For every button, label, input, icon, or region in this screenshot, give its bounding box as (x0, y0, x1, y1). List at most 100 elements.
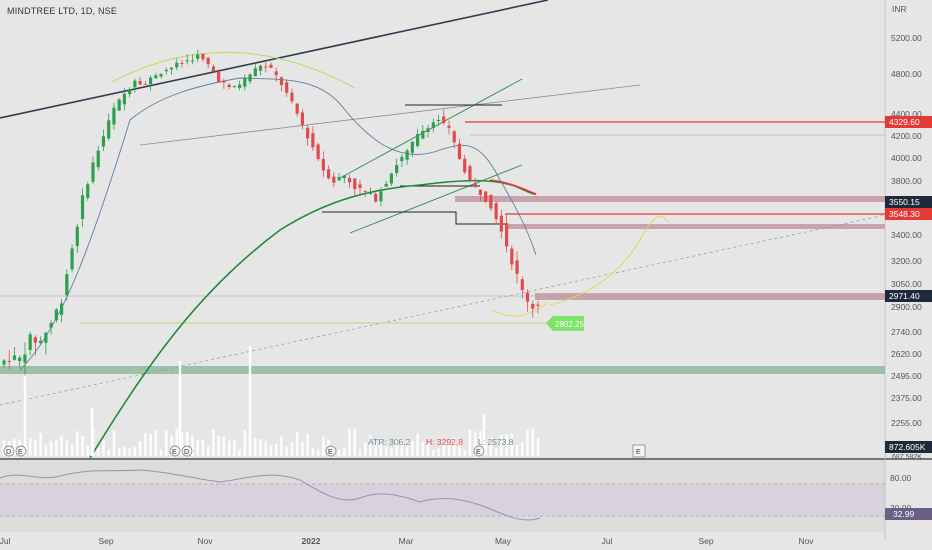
volume-bar (128, 448, 131, 456)
candle-body (122, 93, 127, 105)
candle-body (96, 150, 100, 168)
future-earnings-marker[interactable] (632, 444, 646, 458)
time-tick: 2022 (302, 536, 321, 546)
channel-lower (349, 164, 523, 234)
candle-body (101, 136, 106, 147)
dividend-marker[interactable] (3, 445, 15, 457)
candle-body (321, 159, 325, 171)
volume-bar (159, 449, 163, 456)
volume-bar (526, 429, 529, 456)
volume-tag-2: 687.582K (892, 454, 922, 461)
candle-body (395, 165, 399, 173)
candle-body (49, 322, 53, 328)
volume-bar (500, 434, 503, 456)
bottom-arc (491, 301, 549, 317)
price-tick: 5200.00 (891, 33, 922, 43)
rounded-top-arc (111, 51, 356, 89)
dividend-marker-2[interactable] (181, 445, 193, 457)
candle-body (180, 62, 184, 64)
price-axis[interactable]: 5200.00 4800.00 4400.00 4200.00 4000.00 3800.… (891, 33, 922, 428)
price-tick: 2620.00 (891, 349, 922, 359)
candle-body (436, 119, 441, 121)
candle-body (175, 62, 179, 68)
price-tick: 2900.00 (891, 302, 922, 312)
earnings-marker-2[interactable] (169, 445, 181, 457)
candle-body (358, 184, 362, 188)
volume-bar (342, 447, 346, 456)
candle-body (28, 334, 32, 351)
candle-body (33, 337, 38, 343)
time-tick: Mar (399, 536, 414, 546)
candle-body (12, 355, 17, 360)
channel-upper (339, 78, 523, 179)
volume-bar (369, 435, 372, 456)
candle-body (295, 103, 299, 114)
candle-body (463, 158, 467, 173)
candle-body (384, 183, 388, 187)
resistance-zone-1 (455, 196, 885, 202)
volume-bar (431, 449, 435, 456)
volume-bar (175, 428, 179, 456)
candle-body (206, 57, 210, 65)
atr-stat: ATR: 306.2 (368, 437, 411, 447)
volume-spike (482, 414, 486, 456)
candle-body (107, 120, 111, 139)
rsi-value: 32.99 (893, 509, 915, 519)
volume-bar (411, 440, 414, 456)
candle-body (504, 223, 509, 247)
price-tag-4329: 4329.60 (889, 117, 920, 127)
candle-body (232, 86, 236, 88)
volume-bar (311, 448, 315, 456)
candle-body (75, 226, 79, 247)
candle-body (426, 128, 430, 132)
candle-body (190, 60, 195, 62)
candle-body (80, 195, 85, 220)
volume-bar (363, 441, 367, 456)
volume-bar (2, 440, 6, 456)
price-tick: 4000.00 (891, 153, 922, 163)
candle-body (91, 162, 95, 182)
time-tick: May (495, 536, 512, 546)
candle-body (484, 191, 488, 202)
volume-bar (185, 431, 189, 456)
candle-body (405, 150, 409, 160)
candle-body (379, 191, 383, 202)
step-line (322, 211, 505, 225)
currency-label: INR (892, 4, 907, 14)
long-dashed-trendline (0, 214, 886, 406)
volume-bar (201, 439, 205, 456)
volume-bar (468, 429, 472, 456)
volume-bar (191, 435, 194, 456)
rsi-value-bg (885, 508, 932, 520)
volume-bar (75, 431, 79, 456)
earnings-marker-4[interactable] (473, 445, 485, 457)
rsi-band (0, 484, 885, 516)
candle-body (279, 77, 284, 86)
candle-body (23, 354, 27, 363)
price-tick: 4400.00 (891, 109, 922, 119)
price-tick: 3200.00 (891, 256, 922, 266)
candle-body (44, 332, 48, 343)
volume-spike (90, 408, 94, 456)
volume-bar (44, 444, 48, 456)
candle-body (128, 89, 132, 95)
event-markers[interactable]: D E E D E E E (3, 444, 646, 458)
volume-bar (138, 441, 142, 456)
candle-body (520, 279, 524, 291)
volume-bar (180, 432, 184, 456)
candle-body (363, 190, 367, 192)
earnings-marker-3[interactable] (325, 445, 337, 457)
volume-bar (196, 440, 200, 456)
candle-body (274, 71, 278, 76)
volume-bar (447, 440, 451, 456)
price-tick: 2375.00 (891, 393, 922, 403)
volume-bar (416, 433, 419, 456)
price-tag-2971-bg (885, 290, 932, 302)
time-tick: Nov (798, 536, 814, 546)
earnings-marker-1[interactable] (15, 445, 27, 457)
volume-bar (253, 438, 257, 456)
volume-bar (264, 441, 268, 456)
price-tag-3548: 3548.30 (889, 209, 920, 219)
time-axis[interactable]: Jul Sep Nov 2022 Mar May Jul Sep Nov (0, 536, 814, 546)
